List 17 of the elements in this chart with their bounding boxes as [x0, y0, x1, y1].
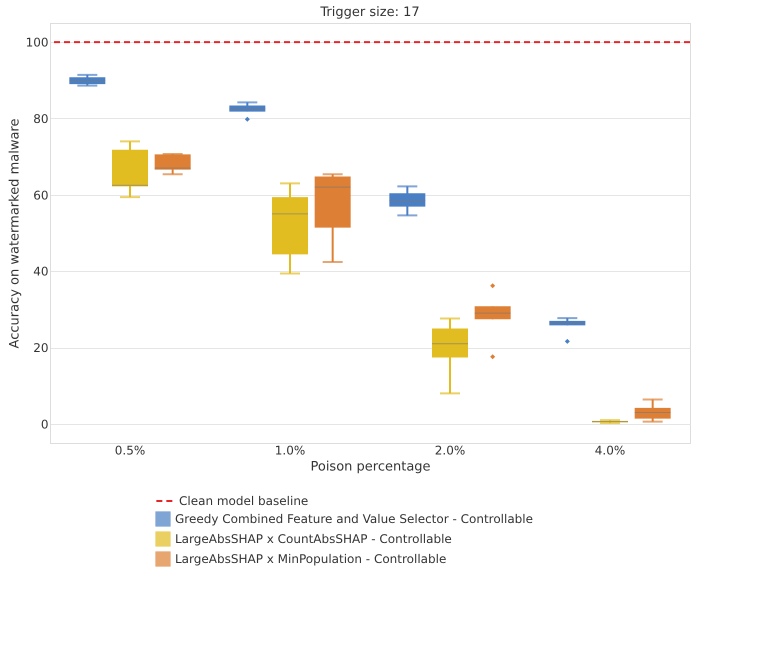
- x-tick-label: 0.5%: [114, 444, 146, 458]
- y-tick-label: 80: [33, 112, 48, 126]
- legend-label: Greedy Combined Feature and Value Selector - Controllable: [175, 512, 534, 526]
- x-axis-title: Poison percentage: [310, 460, 431, 474]
- y-tick-label: 100: [26, 36, 48, 50]
- x-tick-label: 2.0%: [434, 444, 466, 458]
- legend-label: Clean model baseline: [179, 494, 308, 508]
- y-axis-title: Accuracy on watermarked malware: [8, 118, 23, 348]
- x-tick-label: 4.0%: [594, 444, 626, 458]
- y-tick-label: 0: [40, 417, 48, 432]
- x-tick-label: 1.0%: [274, 444, 306, 458]
- y-tick-label: 60: [33, 188, 48, 202]
- chart-title: Trigger size: 17: [319, 5, 420, 20]
- y-tick-label: 40: [33, 264, 48, 279]
- legend-label: LargeAbsSHAP x MinPopulation - Controllable: [175, 552, 446, 566]
- y-tick-label: 20: [33, 341, 48, 356]
- legend-label: LargeAbsSHAP x CountAbsSHAP - Controllable: [175, 532, 452, 546]
